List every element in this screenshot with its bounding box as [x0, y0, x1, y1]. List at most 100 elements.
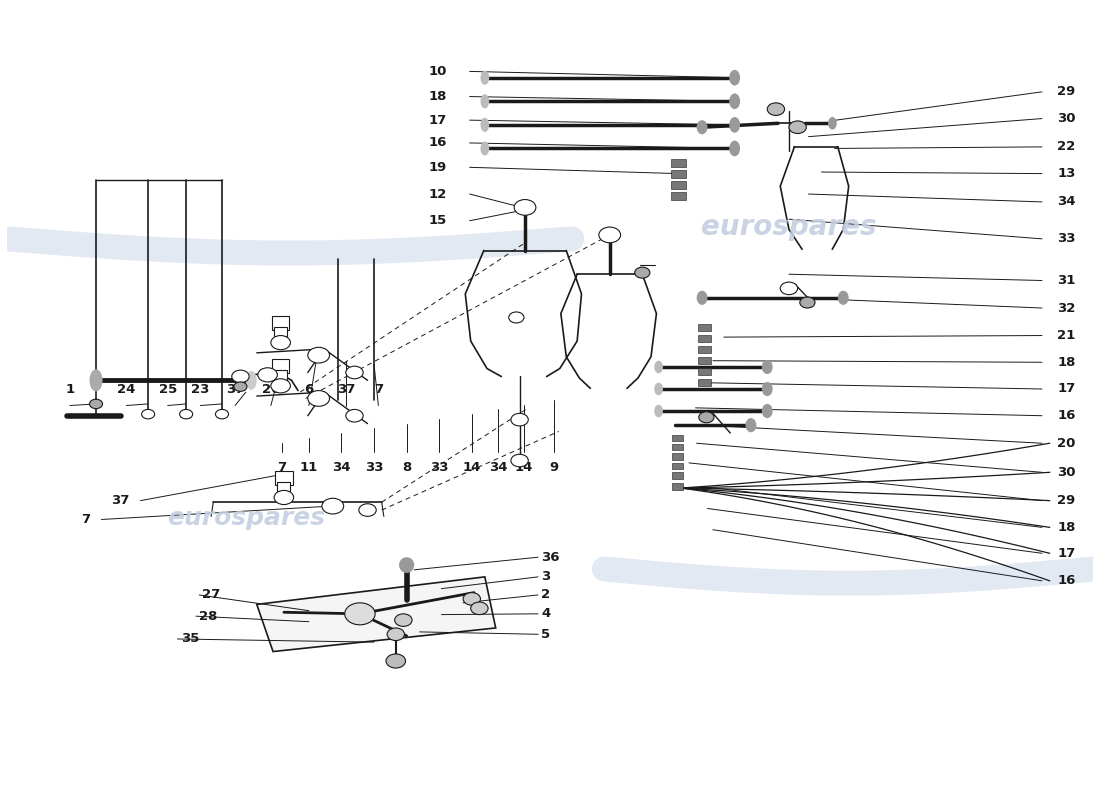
Ellipse shape	[696, 120, 707, 134]
Ellipse shape	[654, 382, 663, 395]
Circle shape	[271, 335, 290, 350]
Ellipse shape	[838, 290, 849, 305]
Text: 32: 32	[1057, 302, 1076, 314]
Text: 21: 21	[1057, 329, 1076, 342]
Text: 17: 17	[1057, 382, 1076, 395]
Circle shape	[508, 312, 524, 323]
Ellipse shape	[762, 404, 772, 418]
Text: 16: 16	[1057, 574, 1076, 587]
Text: 7: 7	[277, 461, 286, 474]
Bar	[672, 454, 682, 460]
Ellipse shape	[762, 382, 772, 396]
Circle shape	[514, 199, 536, 215]
Circle shape	[344, 603, 375, 625]
Circle shape	[271, 378, 290, 393]
Circle shape	[510, 454, 528, 467]
Circle shape	[257, 368, 277, 382]
Bar	[274, 370, 287, 379]
Text: 12: 12	[429, 187, 447, 201]
Circle shape	[142, 410, 155, 419]
Ellipse shape	[654, 405, 663, 418]
Text: 37: 37	[337, 383, 355, 396]
Text: 22: 22	[1057, 140, 1076, 154]
Circle shape	[510, 414, 528, 426]
Text: 3: 3	[541, 570, 551, 583]
Text: 33: 33	[365, 461, 383, 474]
Circle shape	[179, 410, 192, 419]
Bar	[697, 324, 711, 331]
Bar	[671, 192, 685, 199]
Text: 15: 15	[429, 214, 447, 227]
Ellipse shape	[481, 94, 490, 108]
Text: 37: 37	[111, 494, 130, 507]
Ellipse shape	[729, 70, 740, 86]
Text: 14: 14	[463, 461, 481, 474]
Text: eurospares: eurospares	[167, 506, 324, 530]
Circle shape	[386, 654, 406, 668]
Text: 34: 34	[1057, 195, 1076, 208]
Bar	[671, 170, 685, 178]
Circle shape	[800, 297, 815, 308]
Text: 17: 17	[1057, 546, 1076, 560]
Circle shape	[789, 121, 806, 134]
Bar	[672, 483, 682, 490]
Text: 2: 2	[541, 589, 550, 602]
Text: 1: 1	[65, 383, 75, 396]
Ellipse shape	[828, 117, 837, 130]
Text: 18: 18	[1057, 521, 1076, 534]
Circle shape	[387, 628, 405, 641]
Text: 35: 35	[180, 633, 199, 646]
Text: 7: 7	[374, 383, 383, 396]
Text: 17: 17	[429, 114, 447, 126]
Bar	[697, 378, 711, 386]
Circle shape	[322, 498, 343, 514]
Circle shape	[89, 399, 102, 409]
Bar	[671, 181, 685, 189]
Text: 27: 27	[202, 589, 221, 602]
Text: 33: 33	[430, 461, 449, 474]
Text: 30: 30	[1057, 466, 1076, 479]
Bar	[672, 434, 682, 441]
Ellipse shape	[729, 94, 740, 109]
Bar	[275, 470, 293, 485]
Bar	[697, 334, 711, 342]
Text: 16: 16	[1057, 410, 1076, 422]
Text: 30: 30	[1057, 112, 1076, 125]
Text: 14: 14	[515, 461, 534, 474]
Text: 7: 7	[81, 513, 90, 526]
Ellipse shape	[696, 290, 707, 305]
Text: 18: 18	[428, 90, 447, 103]
Bar	[272, 316, 289, 330]
Bar	[277, 482, 290, 491]
Circle shape	[471, 602, 488, 614]
Text: 24: 24	[118, 383, 135, 396]
Bar	[697, 346, 711, 353]
Text: 26: 26	[262, 383, 280, 396]
Text: 18: 18	[1057, 356, 1076, 369]
Text: 37: 37	[226, 383, 244, 396]
Ellipse shape	[399, 558, 415, 573]
Text: 28: 28	[199, 610, 218, 622]
Circle shape	[216, 410, 229, 419]
Text: 10: 10	[428, 65, 447, 78]
Circle shape	[232, 370, 249, 382]
Ellipse shape	[654, 361, 663, 374]
Bar	[274, 327, 287, 336]
Bar	[272, 359, 289, 374]
Circle shape	[345, 366, 363, 378]
Text: 16: 16	[428, 137, 447, 150]
Circle shape	[395, 614, 412, 626]
Circle shape	[598, 227, 620, 242]
Circle shape	[780, 282, 798, 294]
Bar	[672, 444, 682, 450]
Text: 13: 13	[1057, 167, 1076, 180]
Circle shape	[308, 347, 330, 363]
Ellipse shape	[481, 142, 490, 155]
Text: 9: 9	[550, 461, 559, 474]
Ellipse shape	[746, 418, 757, 432]
Text: 34: 34	[488, 461, 507, 474]
Text: 8: 8	[402, 461, 411, 474]
Circle shape	[698, 412, 714, 422]
Circle shape	[274, 490, 294, 505]
Bar	[671, 158, 685, 166]
